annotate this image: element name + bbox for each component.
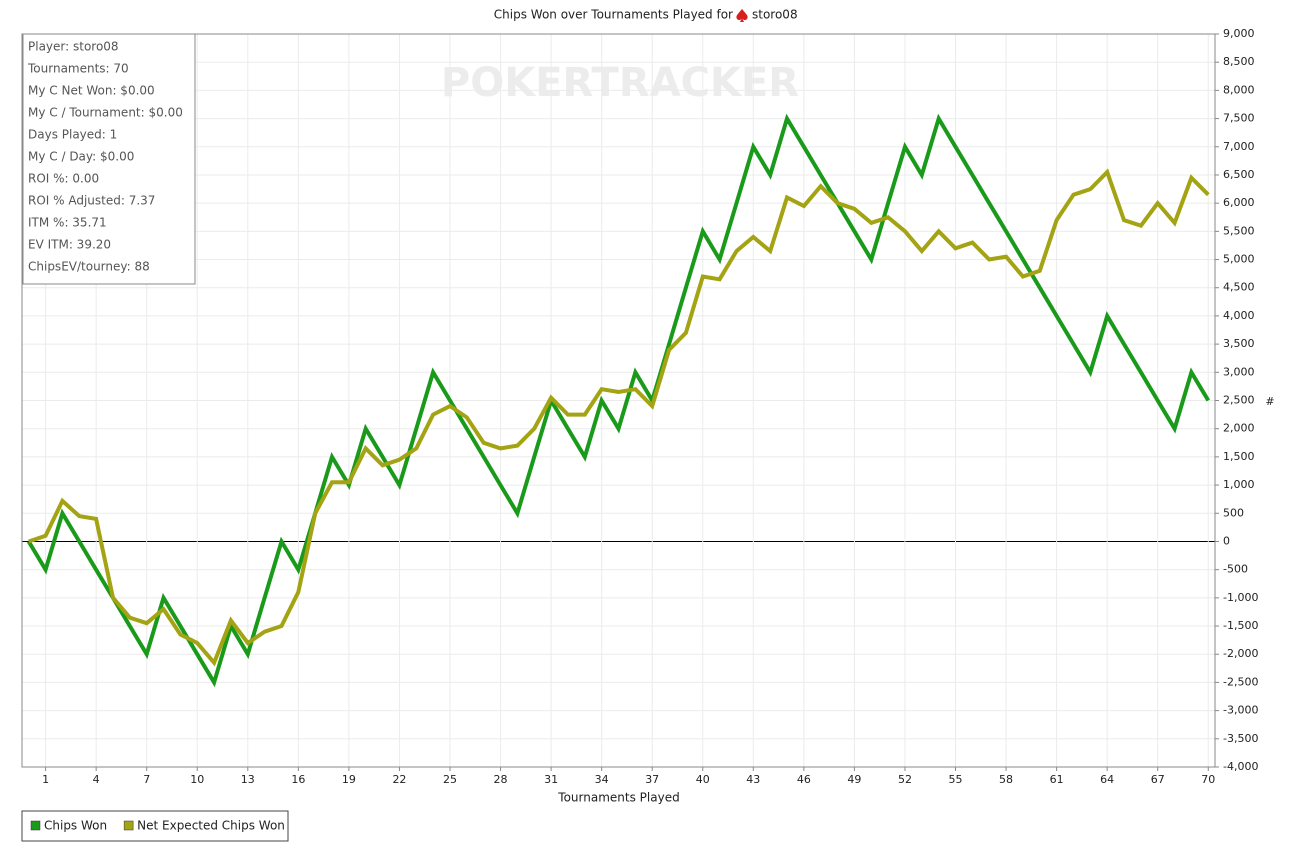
player-icon [736, 9, 748, 22]
x-tick-label: 70 [1201, 773, 1215, 786]
stats-line: ITM %: 35.71 [28, 216, 107, 230]
x-tick-label: 52 [898, 773, 912, 786]
y-tick-label: 4,000 [1223, 309, 1255, 322]
legend-frame [21, 810, 289, 842]
legend-swatch [30, 820, 41, 831]
y-tick-label: 3,500 [1223, 337, 1255, 350]
x-tick-label: 55 [949, 773, 963, 786]
y-tick-label: -500 [1223, 563, 1248, 576]
chart-title: Chips Won over Tournaments Played for [494, 8, 733, 22]
y-tick-label: 500 [1223, 506, 1244, 519]
stats-line: EV ITM: 39.20 [28, 238, 111, 252]
y-tick-label: 6,000 [1223, 196, 1255, 209]
stats-line: ChipsEV/tourney: 88 [28, 260, 150, 274]
x-tick-label: 43 [746, 773, 760, 786]
y-tick-label: -3,000 [1223, 704, 1258, 717]
y-tick-label: 1,500 [1223, 450, 1255, 463]
legend-label: Chips Won [44, 819, 107, 833]
legend-label: Net Expected Chips Won [137, 819, 285, 833]
y-tick-label: 3,000 [1223, 365, 1255, 378]
x-tick-label: 13 [241, 773, 255, 786]
legend-swatch [123, 820, 134, 831]
stats-line: Tournaments: 70 [27, 62, 129, 76]
y-tick-label: 7,500 [1223, 112, 1255, 125]
legend: Chips Won Net Expected Chips Won [21, 810, 289, 842]
x-tick-label: 46 [797, 773, 811, 786]
x-tick-label: 22 [392, 773, 406, 786]
stats-line: Days Played: 1 [28, 128, 117, 142]
x-tick-label: 10 [190, 773, 204, 786]
y-tick-label: -2,000 [1223, 647, 1258, 660]
chart-title-player: storo08 [752, 8, 798, 22]
x-tick-label: 49 [847, 773, 861, 786]
stats-line: My C Net Won: $0.00 [28, 84, 155, 98]
x-tick-label: 64 [1100, 773, 1114, 786]
y-tick-label: 8,500 [1223, 55, 1255, 68]
x-tick-label: 34 [595, 773, 609, 786]
stats-line: My C / Day: $0.00 [28, 150, 134, 164]
x-tick-label: 1 [42, 773, 49, 786]
x-tick-label: 25 [443, 773, 457, 786]
stats-line: ROI % Adjusted: 7.37 [28, 194, 155, 208]
y-tick-label: 6,500 [1223, 168, 1255, 181]
x-tick-label: 16 [291, 773, 305, 786]
lines [26, 113, 1211, 688]
y-tick-label: 5,500 [1223, 224, 1255, 237]
y-tick-label: 2,500 [1223, 394, 1255, 407]
x-axis-label: Tournaments Played [557, 791, 679, 805]
stats-line: ROI %: 0.00 [28, 172, 99, 186]
plot-frame [21, 33, 1216, 768]
x-tick-label: 7 [143, 773, 150, 786]
y-tick-label: 9,000 [1223, 27, 1255, 40]
y-tick-label: 0 [1223, 534, 1230, 547]
stats-box: Player: storo08 Tournaments: 70 My C Net W… [22, 33, 196, 285]
y-tick-label: -1,500 [1223, 619, 1258, 632]
x-tick-label: 67 [1151, 773, 1165, 786]
y-tick-label: 5,000 [1223, 253, 1255, 266]
x-tick-label: 19 [342, 773, 356, 786]
y-tick-label: 1,000 [1223, 478, 1255, 491]
x-tick-label: 31 [544, 773, 558, 786]
x-tick-label: 58 [999, 773, 1013, 786]
x-tick-label: 37 [645, 773, 659, 786]
series-line [28, 168, 1210, 667]
series-line [26, 113, 1211, 688]
y-tick-label: 2,000 [1223, 422, 1255, 435]
stats-line: Player: storo08 [28, 40, 119, 54]
y-tick-label: 4,500 [1223, 281, 1255, 294]
x-tick-label: 28 [494, 773, 508, 786]
x-tick-label: 61 [1050, 773, 1064, 786]
y-tick-label: -2,500 [1223, 675, 1258, 688]
y-tick-label: 7,000 [1223, 140, 1255, 153]
y-tick-label: -3,500 [1223, 732, 1258, 745]
y-tick-label: -4,000 [1223, 760, 1258, 773]
x-tick-label: 40 [696, 773, 710, 786]
y-tick-label: -1,000 [1223, 591, 1258, 604]
stats-line: My C / Tournament: $0.00 [28, 106, 183, 120]
x-tick-label: 4 [93, 773, 100, 786]
watermark: POKERTRACKER [441, 60, 799, 106]
stats-frame [22, 33, 196, 285]
y-axis-label: # [1265, 395, 1274, 408]
y-tick-label: 8,000 [1223, 83, 1255, 96]
